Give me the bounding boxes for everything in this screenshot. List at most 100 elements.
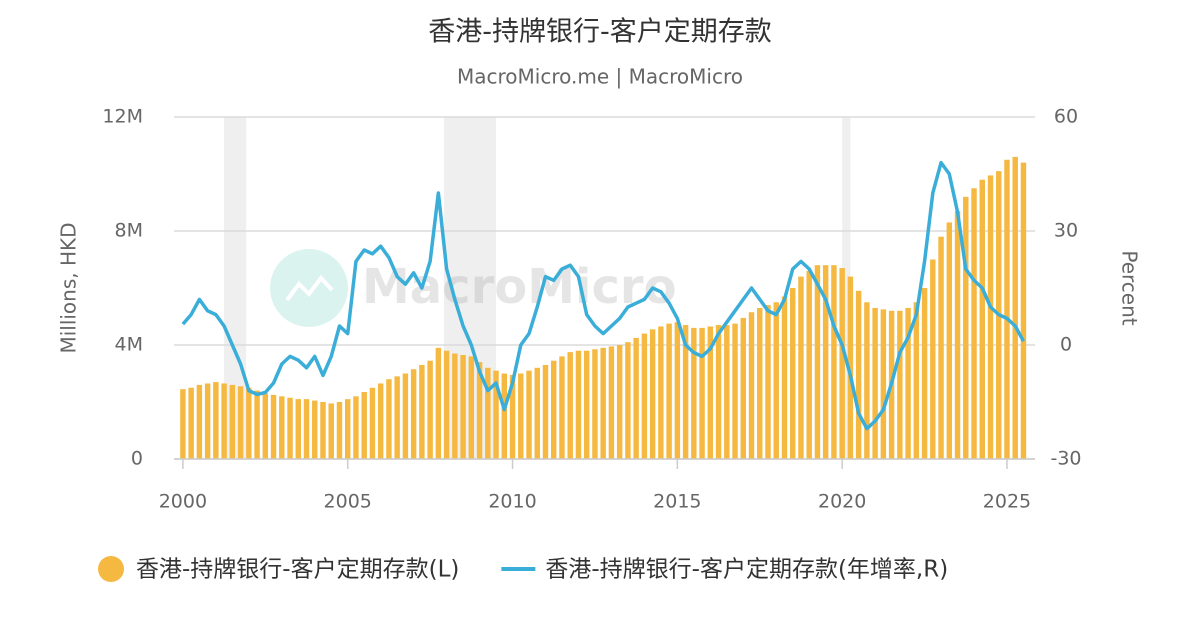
bar (897, 310, 903, 459)
bar (798, 276, 804, 459)
bar (740, 317, 746, 459)
bar (1020, 162, 1027, 459)
bar (295, 399, 301, 459)
bar (633, 337, 639, 459)
y2-tick-label: -30 (1050, 448, 1081, 470)
bar (344, 399, 351, 459)
bar (979, 179, 985, 459)
watermark-group: MacroMicro (270, 249, 677, 327)
bar (806, 270, 812, 459)
bar (724, 325, 730, 459)
bar (377, 383, 384, 459)
bar (254, 390, 260, 459)
bar (987, 175, 994, 460)
bar (501, 373, 508, 459)
y-tick-label: 0 (131, 448, 143, 470)
bar (674, 322, 681, 459)
bar (831, 265, 837, 459)
y-tick-label: 12M (102, 106, 143, 128)
bar (773, 302, 779, 459)
bar (757, 307, 763, 459)
bar (328, 403, 334, 459)
bar (682, 325, 689, 459)
bar (534, 367, 540, 459)
bar (312, 400, 318, 459)
bar (262, 393, 269, 459)
bar (204, 383, 211, 459)
bar (386, 379, 392, 459)
bar (855, 290, 862, 459)
bar (608, 346, 615, 459)
bar (361, 392, 367, 459)
bar (180, 389, 186, 459)
legend-label: 香港-持牌银行-客户定期存款(L) (136, 557, 459, 583)
watermark: MacroMicro (362, 259, 677, 315)
x-tick-label: 2000 (159, 491, 207, 513)
bar (963, 196, 969, 460)
x-tick-label: 2025 (983, 491, 1031, 513)
bar (229, 384, 236, 459)
bar (336, 402, 343, 459)
bar (913, 302, 920, 459)
bar (790, 288, 796, 459)
bar (938, 236, 944, 459)
bar (707, 326, 714, 459)
bar (641, 333, 648, 459)
bar (353, 396, 359, 459)
bar (600, 347, 606, 459)
bar (822, 265, 829, 459)
bar (699, 327, 705, 459)
bar (658, 326, 664, 459)
y2-tick-label: 0 (1060, 334, 1072, 356)
bar (320, 402, 326, 459)
bar (221, 383, 227, 459)
bar (839, 268, 845, 459)
bar (476, 362, 483, 459)
bar (509, 374, 516, 459)
bar (583, 350, 590, 459)
bar (196, 384, 203, 459)
bar (551, 360, 557, 459)
y2-tick-label: 60 (1054, 106, 1078, 128)
bar (394, 376, 400, 459)
bar (188, 387, 194, 459)
y2-tick-label: 30 (1054, 220, 1078, 242)
bar (666, 323, 672, 459)
legend-swatch (98, 556, 124, 582)
bar (649, 329, 656, 459)
series-line (181, 160, 1025, 431)
bar (303, 399, 310, 459)
bar (575, 350, 582, 459)
bar (946, 222, 953, 459)
bar (452, 353, 458, 459)
bar (567, 352, 573, 459)
bar (814, 265, 821, 459)
bar (435, 347, 442, 459)
line-layer (181, 160, 1025, 431)
y-axis-title: Millions, HKD (57, 222, 81, 353)
bar (921, 288, 928, 459)
bar (872, 307, 878, 459)
legend-label: 香港-持牌银行-客户定期存款(年增率,R) (545, 557, 948, 583)
x-tick-label: 2010 (488, 491, 536, 513)
bar (419, 364, 425, 459)
bar (402, 373, 409, 459)
bar (485, 367, 491, 459)
y-tick-label: 8M (115, 220, 143, 242)
bar (246, 387, 252, 459)
recession-band (842, 117, 851, 459)
bar (880, 309, 887, 459)
bar (765, 305, 771, 459)
bar (213, 382, 219, 459)
bar (493, 370, 499, 459)
bar (279, 396, 285, 459)
bar (930, 259, 936, 459)
bar (954, 211, 961, 459)
chart-subtitle: MacroMicro.me | MacroMicro (457, 65, 743, 89)
bar (1012, 156, 1018, 459)
bar (691, 327, 697, 459)
bar (287, 397, 293, 459)
bar (971, 188, 977, 459)
recession-band (224, 117, 247, 459)
